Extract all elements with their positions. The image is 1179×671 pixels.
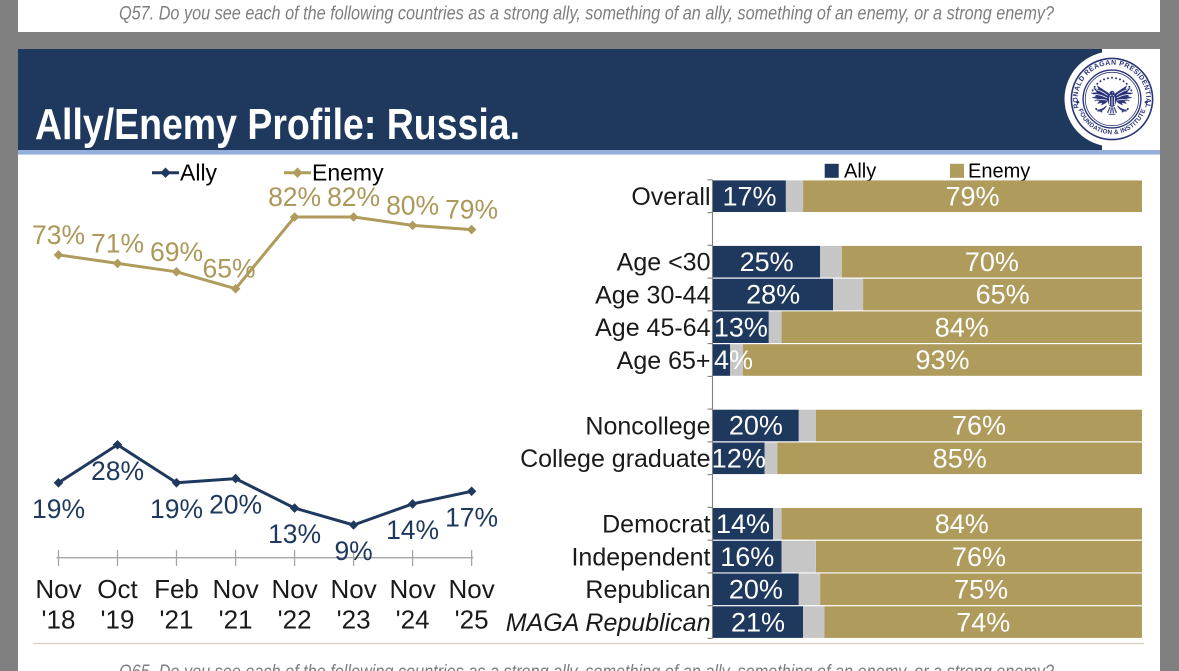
svg-text:65%: 65%	[976, 280, 1030, 310]
svg-text:'23: '23	[337, 605, 371, 635]
svg-text:Enemy: Enemy	[312, 160, 384, 186]
svg-text:71%: 71%	[91, 228, 144, 258]
svg-text:19%: 19%	[32, 494, 85, 524]
svg-text:9%: 9%	[334, 536, 372, 566]
svg-text:74%: 74%	[956, 607, 1010, 637]
svg-text:20%: 20%	[729, 575, 783, 605]
svg-text:79%: 79%	[945, 181, 999, 211]
svg-text:'24: '24	[396, 605, 430, 635]
svg-text:MAGA Republican: MAGA Republican	[506, 609, 711, 637]
svg-text:Noncollege: Noncollege	[585, 412, 710, 440]
svg-text:25%: 25%	[740, 247, 794, 277]
svg-text:70%: 70%	[965, 247, 1019, 277]
svg-text:16%: 16%	[720, 542, 774, 572]
svg-text:Nov: Nov	[212, 574, 258, 604]
svg-text:65%: 65%	[202, 254, 255, 284]
svg-text:73%: 73%	[32, 220, 85, 250]
svg-text:21%: 21%	[731, 607, 785, 637]
svg-text:Enemy: Enemy	[968, 161, 1030, 183]
svg-text:76%: 76%	[952, 411, 1006, 441]
svg-text:Ally: Ally	[844, 161, 876, 183]
svg-text:17%: 17%	[722, 181, 776, 211]
svg-text:76%: 76%	[952, 542, 1006, 572]
svg-text:Age 30-44: Age 30-44	[595, 281, 710, 309]
svg-text:Oct: Oct	[97, 574, 138, 604]
svg-text:4%: 4%	[714, 345, 753, 375]
svg-text:75%: 75%	[954, 575, 1008, 605]
svg-text:Feb: Feb	[154, 574, 199, 604]
svg-text:Republican: Republican	[585, 576, 710, 604]
svg-text:Nov: Nov	[389, 574, 435, 604]
svg-text:13%: 13%	[714, 312, 768, 342]
svg-text:Independent: Independent	[571, 544, 710, 572]
svg-text:84%: 84%	[935, 509, 989, 539]
svg-text:69%: 69%	[150, 237, 203, 267]
svg-text:28%: 28%	[746, 280, 800, 310]
svg-text:Age 45-64: Age 45-64	[595, 314, 710, 342]
svg-text:80%: 80%	[386, 190, 439, 220]
svg-text:93%: 93%	[915, 345, 969, 375]
svg-text:13%: 13%	[268, 519, 321, 549]
svg-text:Ally/Enemy Profile: Russia.: Ally/Enemy Profile: Russia.	[35, 100, 520, 149]
svg-text:17%: 17%	[445, 502, 498, 532]
svg-text:20%: 20%	[209, 490, 262, 520]
svg-text:Q57. Do you see each of the fo: Q57. Do you see each of the following co…	[119, 4, 1054, 25]
svg-text:Age <30: Age <30	[617, 249, 711, 277]
svg-text:82%: 82%	[268, 182, 321, 212]
svg-text:Democrat: Democrat	[602, 511, 710, 539]
svg-text:Nov: Nov	[35, 574, 81, 604]
svg-text:'22: '22	[278, 605, 312, 635]
svg-text:Nov: Nov	[330, 574, 376, 604]
svg-text:28%: 28%	[91, 456, 144, 486]
svg-text:'21: '21	[160, 605, 194, 635]
svg-text:85%: 85%	[933, 444, 987, 474]
svg-text:Overall: Overall	[631, 183, 710, 211]
svg-text:'21: '21	[219, 605, 253, 635]
svg-text:'19: '19	[101, 605, 135, 635]
svg-text:20%: 20%	[729, 411, 783, 441]
svg-text:19%: 19%	[150, 494, 203, 524]
svg-text:Q65. Do you see each of the fo: Q65. Do you see each of the following co…	[119, 662, 1054, 671]
svg-text:14%: 14%	[386, 515, 439, 545]
svg-text:84%: 84%	[935, 312, 989, 342]
svg-text:Age 65+: Age 65+	[617, 347, 711, 375]
svg-text:'25: '25	[455, 605, 489, 635]
svg-text:Nov: Nov	[271, 574, 317, 604]
svg-text:79%: 79%	[445, 195, 498, 225]
svg-text:'18: '18	[42, 605, 76, 635]
svg-text:Nov: Nov	[448, 574, 494, 604]
svg-text:12%: 12%	[712, 444, 766, 474]
svg-text:14%: 14%	[716, 509, 770, 539]
svg-text:College graduate: College graduate	[520, 445, 710, 473]
svg-text:Ally: Ally	[180, 160, 218, 186]
svg-text:82%: 82%	[327, 182, 380, 212]
